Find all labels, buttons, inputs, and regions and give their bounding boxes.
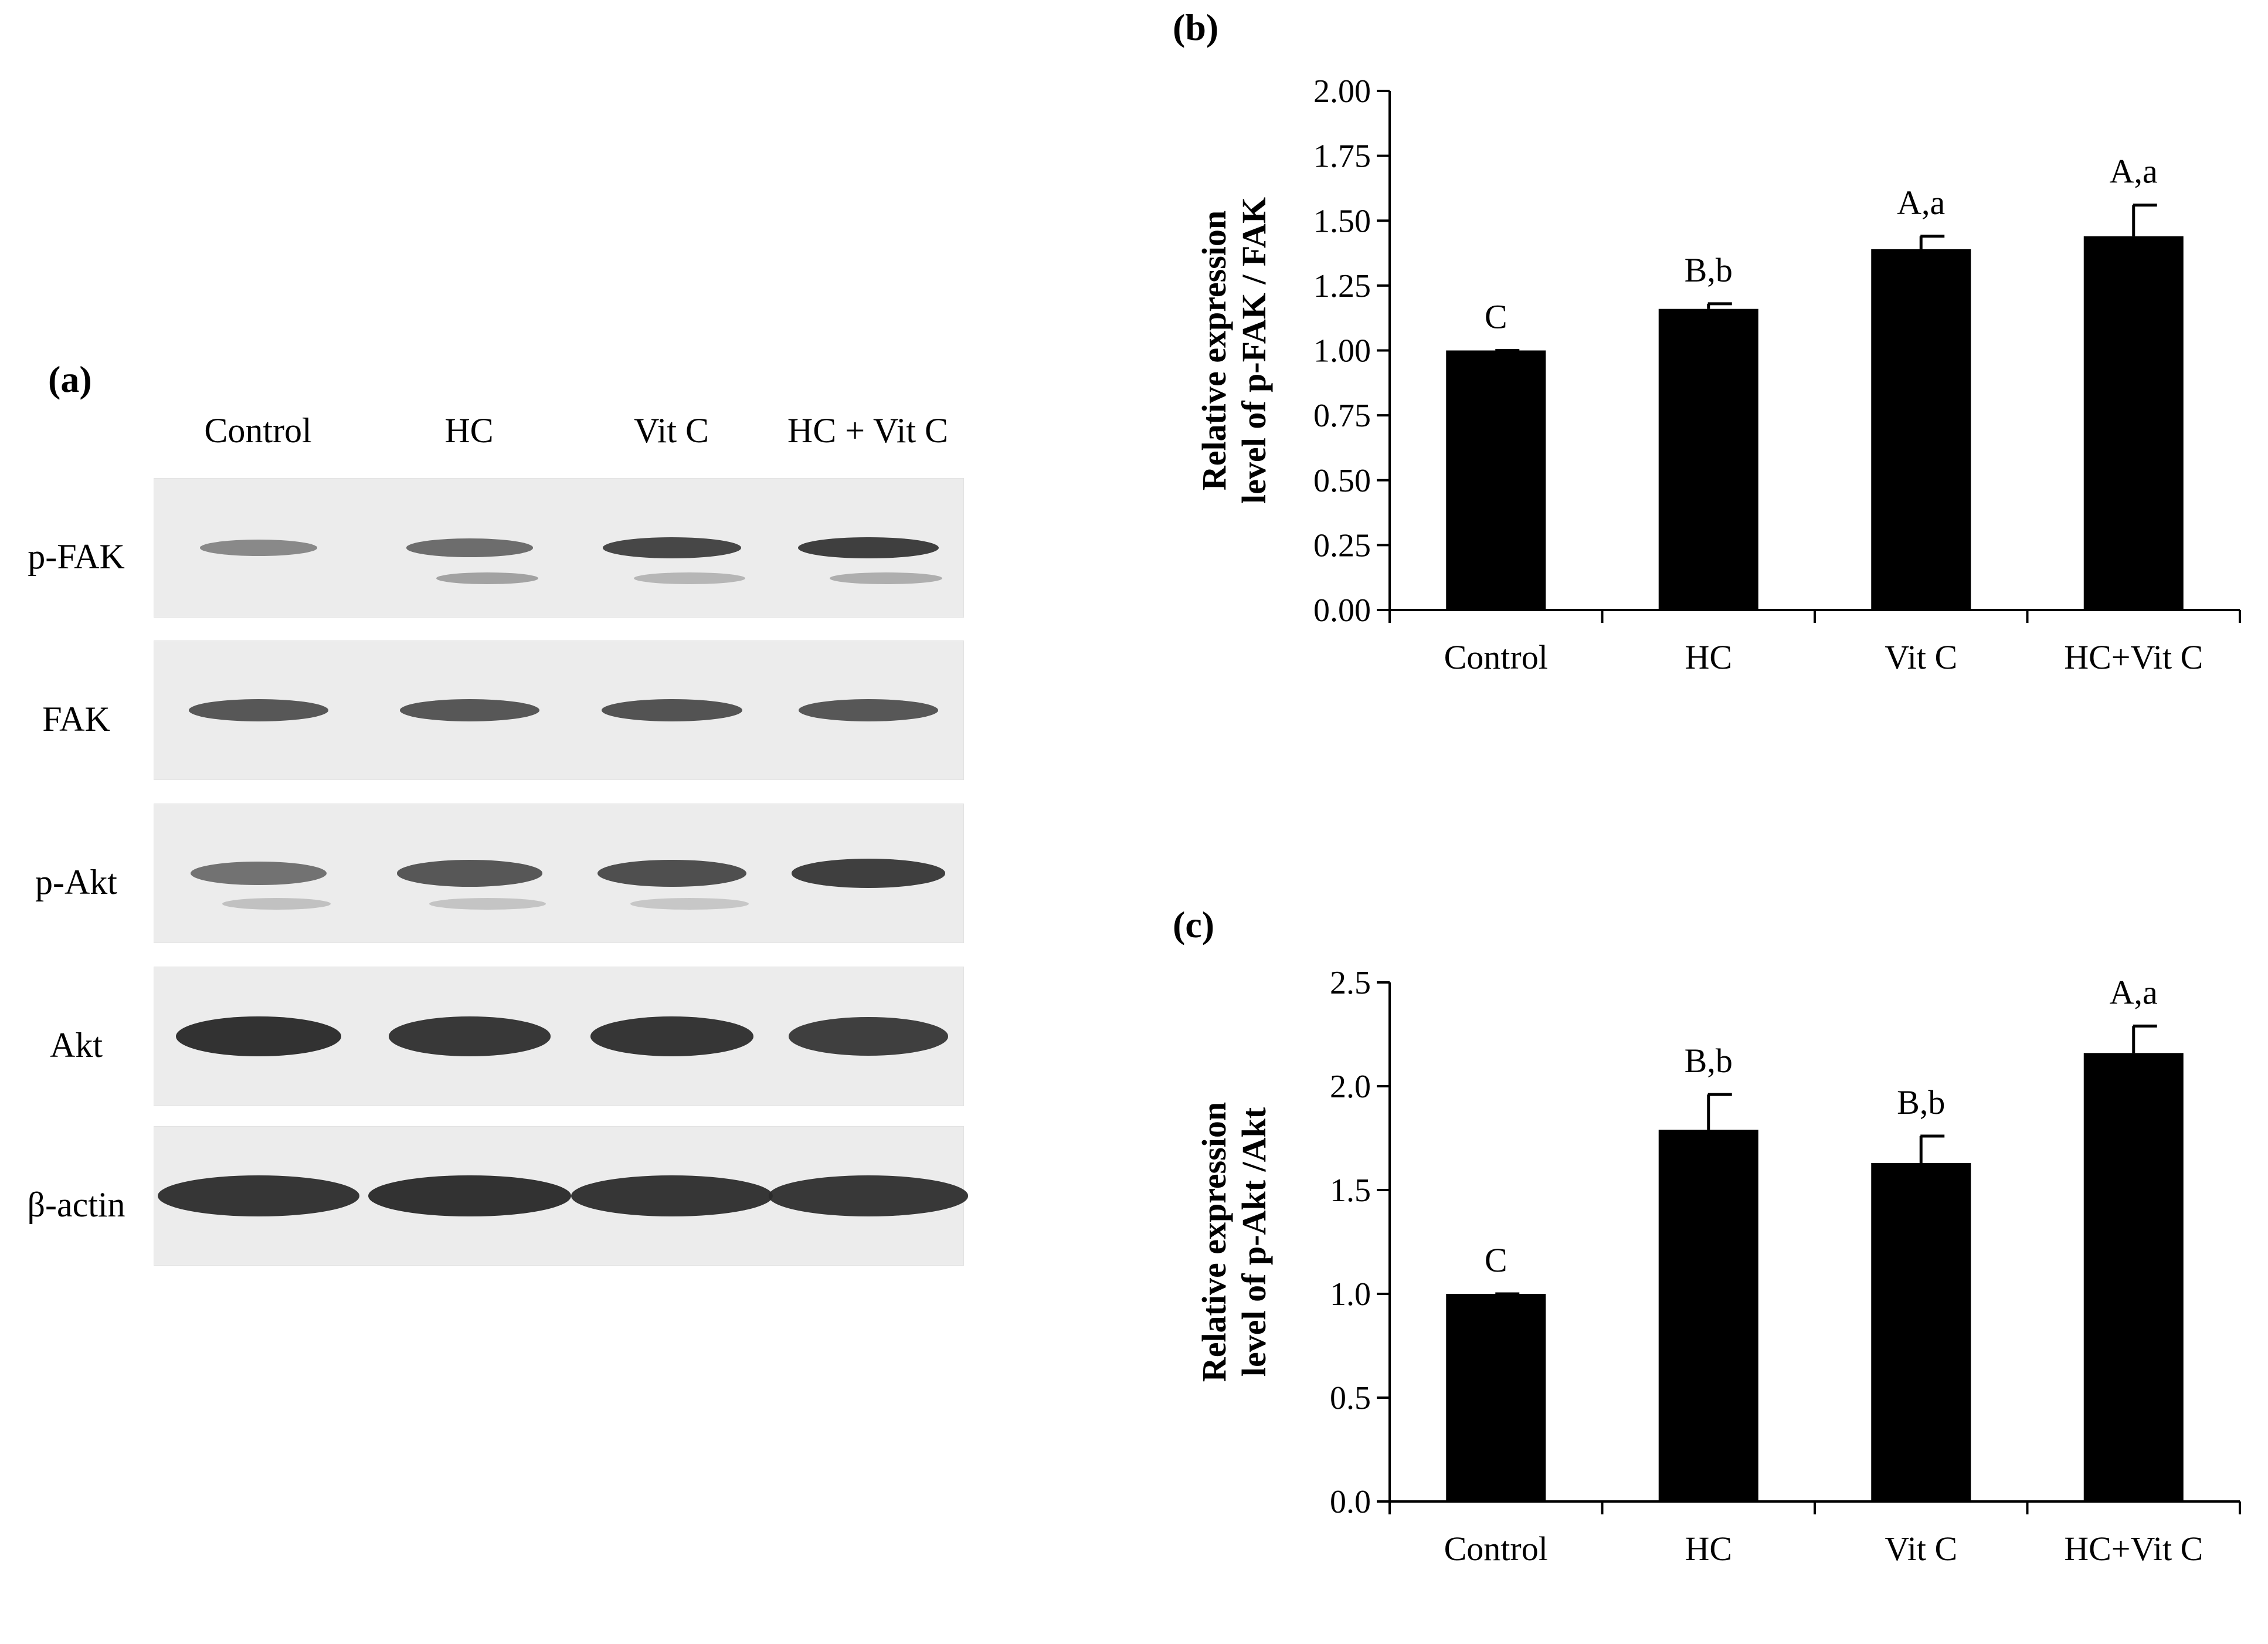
blot-band	[792, 859, 945, 888]
chart-c-category-label: HC+Vit C	[2064, 1530, 2203, 1568]
blot-band-secondary	[630, 898, 749, 910]
chart-c-y-axis-label-line: Relative expression	[1195, 1102, 1233, 1382]
blot-band	[768, 1175, 969, 1216]
chart-b-annotation: A,a	[2110, 152, 2158, 191]
chart-b-category-label: HC+Vit C	[2064, 638, 2203, 676]
chart-b-bar	[2083, 236, 2184, 610]
blot-band-secondary	[829, 572, 943, 584]
protein-label-4: β-actin	[27, 1185, 125, 1224]
protein-label-1: FAK	[42, 700, 110, 738]
chart-b-y-tick-label: 1.75	[1313, 138, 1371, 175]
chart-b-y-axis-label-line: level of p-FAK / FAK	[1235, 197, 1273, 504]
blot-band-secondary	[429, 898, 546, 910]
chart-b-annotation: B,b	[1685, 251, 1733, 289]
chart-b-annotation: C	[1485, 298, 1508, 336]
chart-c-y-tick-label: 1.0	[1330, 1276, 1371, 1313]
panel-a-label: (a)	[48, 358, 92, 400]
chart-p-akt-akt: 0.0 0.5 1.0 1.5 2.0 2.5 C Control B,b HC B,b Vit C A…	[1195, 965, 2241, 1568]
blot-band	[158, 1175, 359, 1216]
panel-b-label: (b)	[1173, 6, 1219, 48]
chart-b-y-tick-label: 1.00	[1313, 333, 1371, 370]
protein-label-0: p-FAK	[28, 537, 125, 576]
chart-c-category-label: HC	[1685, 1530, 1732, 1568]
chart-c-y-axis-label: Relative expressionlevel of p-Akt /Akt	[1195, 1102, 1273, 1382]
blot-band	[597, 859, 746, 887]
lane-header-3: HC + Vit C	[787, 411, 949, 450]
chart-c-annotation: A,a	[2110, 973, 2158, 1011]
blot-band	[788, 1017, 949, 1056]
chart-c-bar	[1446, 1294, 1546, 1501]
chart-b-y-tick-label: 1.50	[1313, 203, 1371, 239]
chart-b-y-tick-label: 0.00	[1313, 592, 1371, 629]
blot-band	[601, 699, 743, 722]
chart-b-y-tick-label: 0.25	[1313, 527, 1371, 564]
chart-b-y-tick-label: 2.00	[1313, 73, 1371, 110]
chart-b-bar	[1446, 350, 1546, 610]
panel-c-label: (c)	[1173, 904, 1215, 945]
blot-band	[199, 540, 318, 556]
chart-c-y-tick-label: 2.0	[1330, 1069, 1371, 1105]
blot-band	[798, 699, 939, 721]
chart-c-y-tick-label: 1.5	[1330, 1172, 1371, 1209]
chart-c-bar	[1871, 1162, 1971, 1501]
blot-band	[188, 699, 329, 721]
blot-band	[571, 1175, 773, 1216]
blot-band	[399, 699, 540, 721]
blot-band	[590, 1016, 754, 1056]
blot-band	[368, 1175, 572, 1217]
protein-label-3: Akt	[50, 1026, 103, 1065]
chart-b-bar	[1871, 249, 1971, 610]
blot-strip-1	[154, 640, 964, 780]
chart-c-bar	[2083, 1053, 2184, 1501]
chart-c-bar	[1658, 1130, 1758, 1501]
blot-band-secondary	[222, 898, 331, 910]
blot-strip-0	[154, 478, 964, 618]
blot-strip-3	[154, 967, 964, 1106]
chart-b-y-tick-label: 0.75	[1313, 398, 1371, 434]
blot-strip-4	[154, 1126, 969, 1266]
chart-c-category-label: Control	[1444, 1530, 1548, 1568]
chart-c-category-label: Vit C	[1885, 1530, 1957, 1568]
lane-header-2: Vit C	[633, 411, 709, 450]
chart-c-annotation: B,b	[1897, 1083, 1945, 1121]
blot-strip-2	[154, 804, 964, 943]
chart-c-annotation: C	[1485, 1241, 1508, 1279]
chart-b-y-axis-label-line: Relative expression	[1195, 211, 1233, 490]
chart-b-bar	[1658, 309, 1758, 610]
chart-b-y-tick-label: 0.50	[1313, 463, 1371, 499]
blot-band-secondary	[634, 572, 745, 584]
protein-label-2: p-Akt	[35, 863, 117, 901]
lane-header-1: HC	[444, 411, 494, 450]
chart-b-category-label: HC	[1685, 638, 1732, 676]
chart-b-annotation: A,a	[1897, 184, 1945, 222]
chart-b-category-label: Vit C	[1885, 638, 1957, 676]
blot-band-secondary	[436, 572, 538, 584]
chart-b-y-axis-label: Relative expressionlevel of p-FAK / FAK	[1195, 197, 1273, 504]
chart-c-y-tick-label: 0.5	[1330, 1380, 1371, 1416]
lane-header-0: Control	[204, 411, 312, 450]
blot-band	[191, 861, 327, 886]
blot-band	[176, 1016, 341, 1057]
blot-band	[602, 537, 742, 558]
blot-band	[406, 538, 534, 557]
chart-c-y-tick-label: 2.5	[1330, 965, 1371, 1001]
chart-p-fak-fak: 0.00 0.25 0.50 0.75 1.00 1.25 1.50 1.75 2.00 C Con…	[1195, 73, 2241, 676]
chart-c-y-axis-label-line: level of p-Akt /Akt	[1235, 1107, 1273, 1377]
blot-band	[797, 537, 939, 559]
blot-band	[396, 860, 543, 887]
chart-b-category-label: Control	[1444, 638, 1548, 676]
blot-band	[388, 1016, 551, 1056]
chart-c-annotation: B,b	[1685, 1042, 1733, 1080]
chart-c-y-tick-label: 0.0	[1330, 1484, 1371, 1520]
chart-b-y-tick-label: 1.25	[1313, 268, 1371, 304]
